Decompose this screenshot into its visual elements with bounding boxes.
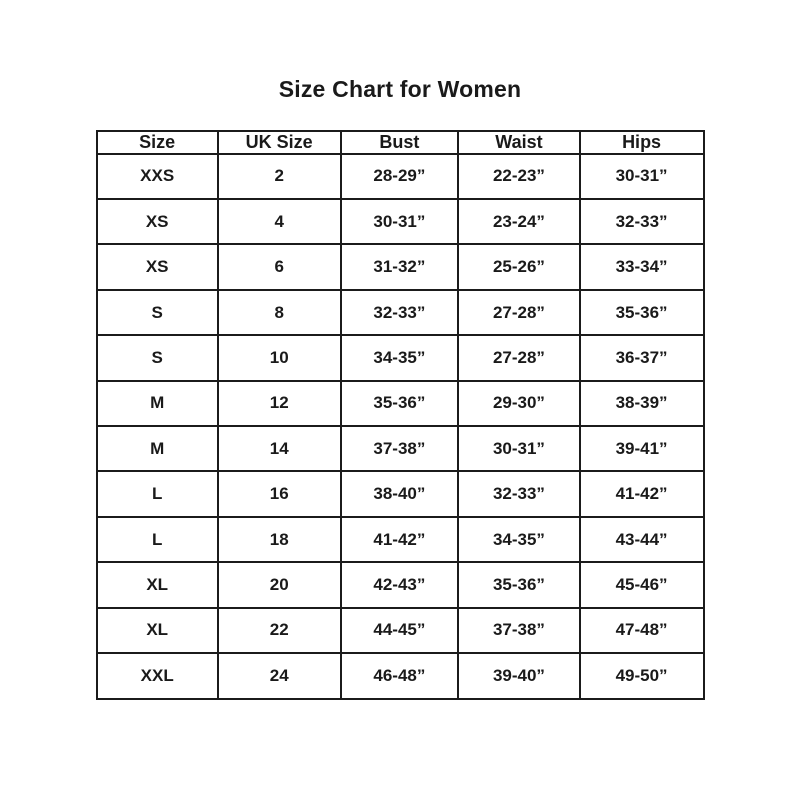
table-cell: XS [95, 243, 219, 291]
table-cell: 36-37” [578, 334, 705, 382]
table-cell: 31-32” [339, 243, 460, 291]
table-cell: 41-42” [339, 515, 460, 564]
column-header-bust: Bust [339, 129, 460, 155]
table-row: L 16 38-40” 32-33” 41-42” [95, 470, 705, 518]
table-cell: 25-26” [457, 243, 581, 291]
table-cell: 16 [216, 470, 342, 518]
table-row: S 10 34-35” 27-28” 36-37” [95, 334, 705, 382]
table-cell: 38-39” [578, 379, 705, 428]
table-cell: 10 [216, 334, 342, 382]
table-cell: 2 [216, 152, 342, 201]
table-cell: 44-45” [339, 606, 460, 655]
table-cell: 37-38” [457, 606, 581, 655]
table-row: M 14 37-38” 30-31” 39-41” [95, 425, 705, 473]
table-cell: 35-36” [578, 288, 705, 337]
table-cell: 41-42” [578, 470, 705, 518]
table-row: XS 4 30-31” 23-24” 32-33” [95, 197, 705, 246]
table-cell: 35-36” [457, 561, 581, 609]
table-row: XXS 2 28-29” 22-23” 30-31” [95, 152, 705, 201]
table-cell: 20 [216, 561, 342, 609]
table-cell: XXL [95, 652, 219, 700]
column-header-hips: Hips [578, 129, 705, 155]
table-cell: 32-33” [457, 470, 581, 518]
table-cell: 14 [216, 425, 342, 473]
table-cell: 39-41” [578, 425, 705, 473]
table-cell: M [95, 379, 219, 428]
table-cell: XL [95, 561, 219, 609]
table-body: XXS 2 28-29” 22-23” 30-31” XS 4 30-31” 23-24” 32-… [95, 152, 705, 700]
table-cell: 24 [216, 652, 342, 700]
table-cell: L [95, 515, 219, 564]
column-header-uk-size: UK Size [216, 129, 342, 155]
table-cell: 43-44” [578, 515, 705, 564]
table-row: XS 6 31-32” 25-26” 33-34” [95, 243, 705, 291]
table-header-row: Size UK Size Bust Waist Hips [95, 129, 705, 155]
table-cell: 47-48” [578, 606, 705, 655]
table-cell: XS [95, 197, 219, 246]
table-cell: S [95, 288, 219, 337]
table-cell: M [95, 425, 219, 473]
table-cell: 42-43” [339, 561, 460, 609]
table-cell: 34-35” [339, 334, 460, 382]
table-cell: 49-50” [578, 652, 705, 700]
table-row: L 18 41-42” 34-35” 43-44” [95, 515, 705, 564]
table-cell: 30-31” [339, 197, 460, 246]
table-header: Size UK Size Bust Waist Hips [95, 129, 705, 155]
table-cell: 32-33” [578, 197, 705, 246]
table-cell: 30-31” [578, 152, 705, 201]
table-cell: 38-40” [339, 470, 460, 518]
table-cell: 29-30” [457, 379, 581, 428]
page-title: Size Chart for Women [278, 76, 522, 102]
table-cell: 23-24” [457, 197, 581, 246]
table-row: XXL 24 46-48” 39-40” 49-50” [95, 652, 705, 700]
table-cell: 33-34” [578, 243, 705, 291]
table-cell: XL [95, 606, 219, 655]
table-cell: 6 [216, 243, 342, 291]
table-row: S 8 32-33” 27-28” 35-36” [95, 288, 705, 337]
table-cell: 34-35” [457, 515, 581, 564]
table-cell: 22-23” [457, 152, 581, 201]
table-cell: 39-40” [457, 652, 581, 700]
column-header-size: Size [95, 129, 219, 155]
table-cell: 45-46” [578, 561, 705, 609]
table-cell: L [95, 470, 219, 518]
table-row: XL 20 42-43” 35-36” 45-46” [95, 561, 705, 609]
column-header-waist: Waist [457, 129, 581, 155]
table-cell: 28-29” [339, 152, 460, 201]
table-cell: 8 [216, 288, 342, 337]
table-row: XL 22 44-45” 37-38” 47-48” [95, 606, 705, 655]
table-cell: 46-48” [339, 652, 460, 700]
table-row: M 12 35-36” 29-30” 38-39” [95, 379, 705, 428]
table-cell: 4 [216, 197, 342, 246]
table-cell: 30-31” [457, 425, 581, 473]
table-cell: 35-36” [339, 379, 460, 428]
table-cell: 37-38” [339, 425, 460, 473]
table-cell: 27-28” [457, 334, 581, 382]
table-cell: 32-33” [339, 288, 460, 337]
table-cell: XXS [95, 152, 219, 201]
table-cell: 18 [216, 515, 342, 564]
table-cell: 27-28” [457, 288, 581, 337]
table-cell: 12 [216, 379, 342, 428]
size-chart-table: Size UK Size Bust Waist Hips XXS 2 28-29” 22-23… [95, 129, 705, 700]
table-cell: S [95, 334, 219, 382]
table-cell: 22 [216, 606, 342, 655]
